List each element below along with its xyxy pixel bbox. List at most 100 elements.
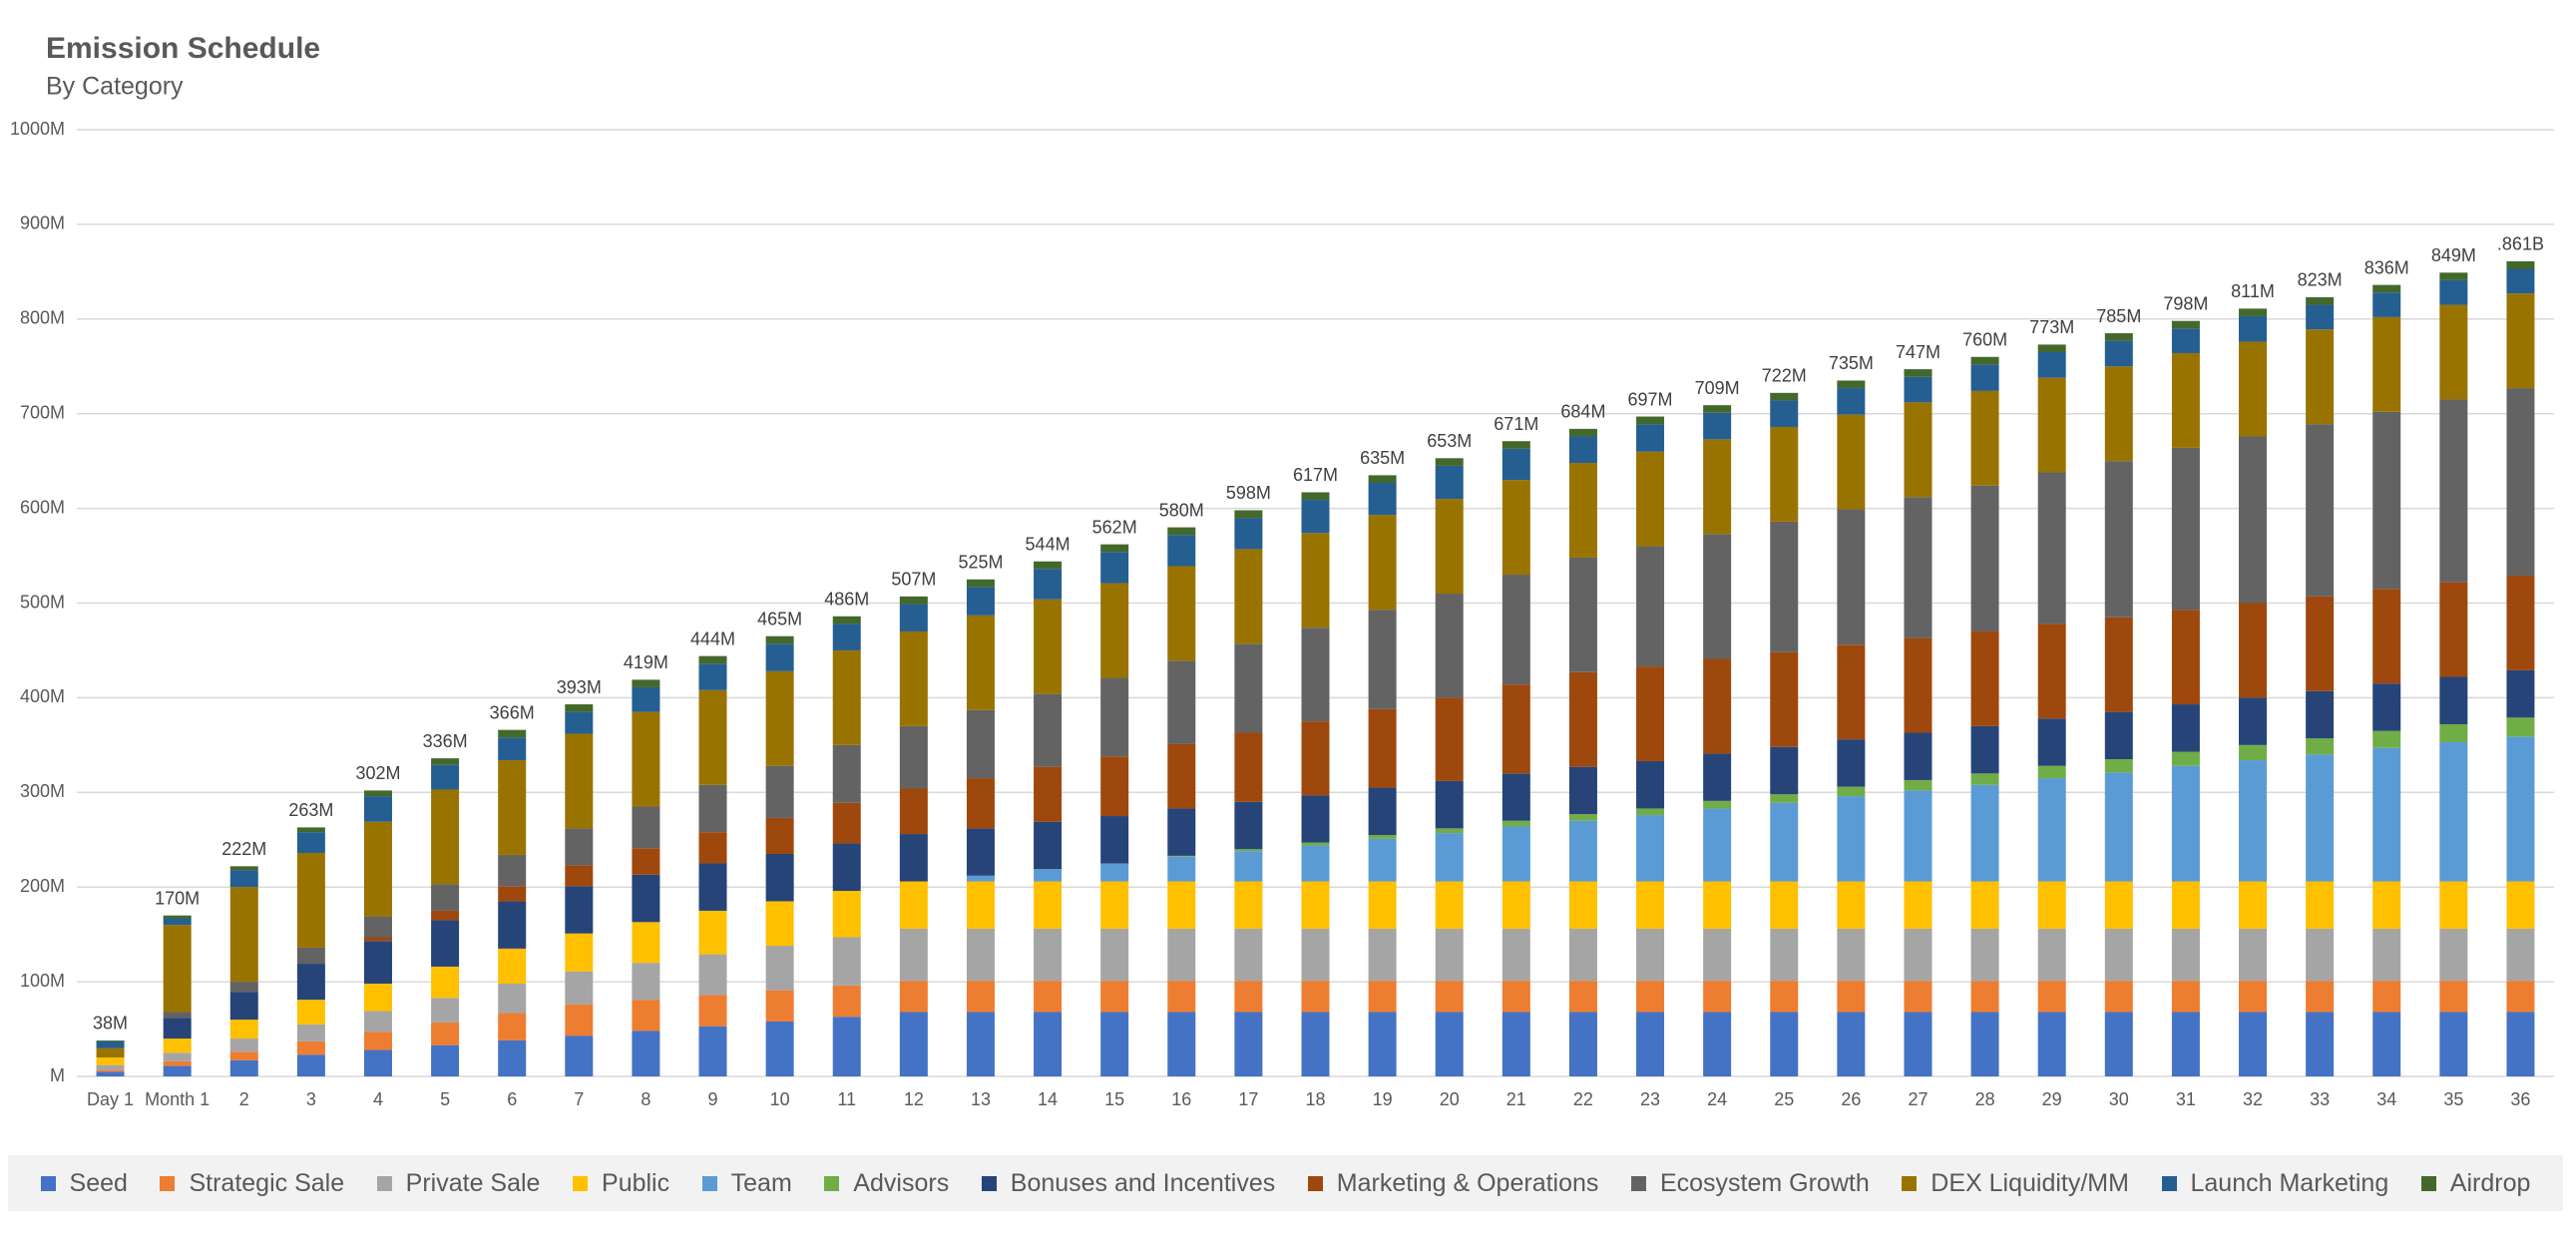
x-tick-label: 36	[2510, 1089, 2530, 1109]
bar-segment	[565, 711, 594, 734]
total-label: 709M	[1695, 378, 1740, 398]
bar-segment	[96, 1064, 125, 1070]
total-label: 849M	[2431, 245, 2476, 265]
bar-segment	[2104, 881, 2133, 929]
bar-segment	[1368, 482, 1397, 516]
bar-segment	[1904, 790, 1932, 882]
bar-segment	[966, 928, 995, 982]
chart-subtitle: By Category	[46, 73, 184, 101]
x-tick-label: 16	[1171, 1089, 1191, 1109]
bar-segment	[765, 990, 794, 1022]
bar-segment	[2372, 1012, 2401, 1076]
total-label: 773M	[2029, 317, 2074, 337]
bar-segment	[565, 1036, 594, 1076]
bar-segment	[2037, 778, 2066, 882]
bar-segment	[966, 828, 995, 876]
bar-segment	[1703, 658, 1732, 754]
bar-segment	[1502, 981, 1530, 1013]
bar-segment	[632, 848, 660, 875]
bar-segment	[2239, 881, 2268, 929]
bar-segment	[632, 686, 660, 712]
bar-segment	[2037, 377, 2066, 473]
x-tick-label: 34	[2376, 1089, 2396, 1109]
bar-segment	[1904, 779, 1932, 791]
total-label: 598M	[1226, 483, 1271, 503]
bar-segment	[1435, 458, 1464, 466]
bar-segment	[632, 963, 660, 1001]
bar-segment	[1970, 881, 1999, 929]
total-label: 798M	[2163, 293, 2208, 313]
legend-label: Strategic Sale	[189, 1168, 345, 1197]
bar-segment	[1368, 610, 1397, 709]
legend-item: Private Sale	[376, 1169, 540, 1198]
bar-segment	[565, 886, 594, 934]
bar-segment	[2439, 272, 2468, 280]
bar-segment	[296, 832, 325, 854]
bar-segment	[2171, 751, 2200, 766]
bar-segment	[1502, 684, 1530, 774]
bar-segment	[632, 874, 660, 923]
bar-segment	[2171, 352, 2200, 448]
bar-segment	[2372, 747, 2401, 882]
bar-segment	[96, 1057, 125, 1065]
legend-item: Airdrop	[2420, 1169, 2530, 1198]
total-label: 444M	[690, 628, 735, 648]
bar-segment	[1770, 400, 1799, 427]
bar-segment	[765, 765, 794, 818]
bar-segment	[2506, 260, 2535, 269]
bar-segment	[1837, 928, 1866, 982]
bar-segment	[1970, 773, 1999, 785]
y-tick-label: 200M	[20, 876, 65, 896]
bar-segment	[2239, 744, 2268, 761]
total-label: 419M	[624, 652, 668, 672]
bar-segment	[1770, 651, 1799, 747]
bar-segment	[1636, 424, 1665, 452]
bar-segment	[1368, 881, 1397, 929]
bar-segment	[2306, 304, 2335, 330]
bar-segment	[431, 884, 460, 911]
bar-segment	[2372, 730, 2401, 748]
x-tick-label: 19	[1373, 1089, 1393, 1109]
bar-segment	[1301, 627, 1330, 722]
bar-segment	[1502, 575, 1530, 685]
x-tick-label: 7	[574, 1089, 584, 1109]
bar-segment	[1904, 881, 1932, 929]
bar-segment	[765, 643, 794, 671]
bar-segment	[2239, 760, 2268, 882]
total-label: 465M	[757, 609, 802, 628]
bar-segment	[1770, 802, 1799, 882]
bar-segment	[2239, 1012, 2268, 1076]
bar-segment	[2506, 268, 2535, 294]
x-tick-label: 12	[904, 1089, 924, 1109]
bar-segment	[1568, 820, 1597, 882]
x-tick-label: 14	[1038, 1089, 1058, 1109]
bar-segment	[163, 1012, 192, 1019]
bar-segment	[565, 828, 594, 866]
bar-segment	[1904, 732, 1932, 780]
bar-segment	[2239, 341, 2268, 437]
bar-segment	[1837, 644, 1866, 740]
bar-segment	[229, 866, 258, 871]
bar-segment	[899, 725, 928, 789]
y-tick-label: 700M	[20, 402, 65, 422]
bar-segment	[1301, 500, 1330, 534]
bar-segment	[1435, 465, 1464, 500]
bar-segment	[229, 887, 258, 983]
bar-segment	[1502, 928, 1530, 982]
bar-segment	[1234, 851, 1263, 882]
bar-segment	[1770, 981, 1799, 1013]
bar-segment	[1636, 981, 1665, 1013]
bar-segment	[1636, 815, 1665, 882]
bar-segment	[966, 875, 995, 882]
bar-segment	[1234, 928, 1263, 982]
legend: Seed Strategic Sale Private Sale Public Team…	[8, 1155, 2563, 1211]
bar-segment	[2037, 472, 2066, 624]
bar-segment	[163, 918, 192, 926]
bar-segment	[899, 596, 928, 605]
bar-segment	[1568, 1012, 1597, 1076]
x-tick-label: 24	[1707, 1089, 1727, 1109]
total-label: 635M	[1360, 448, 1405, 468]
bar-segment	[163, 1052, 192, 1061]
bar-segment	[966, 709, 995, 779]
bar-segment	[1435, 981, 1464, 1013]
